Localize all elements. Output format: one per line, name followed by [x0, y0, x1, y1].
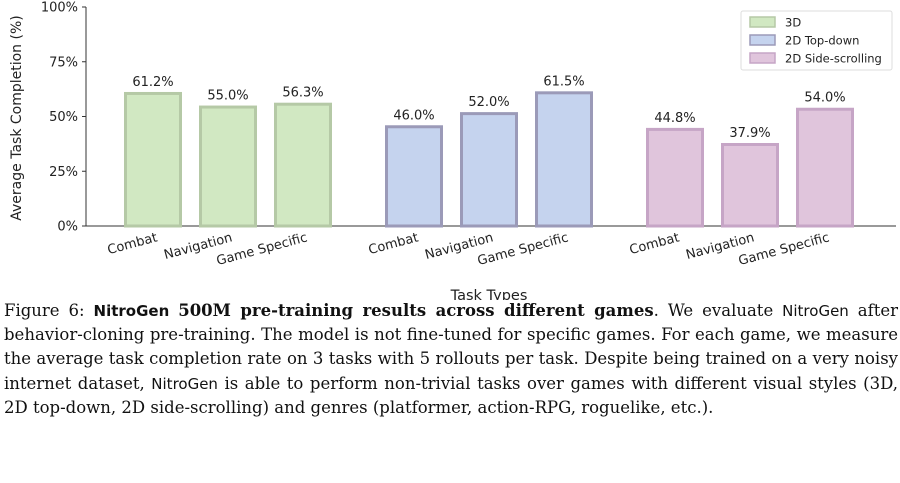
- bar-value-label: 54.0%: [804, 91, 845, 106]
- bar-value-label: 52.0%: [468, 95, 509, 110]
- bar-value-label: 61.2%: [132, 75, 173, 90]
- x-tick-label: Combat: [106, 230, 159, 258]
- legend-swatch: [749, 16, 776, 28]
- figure-caption: Figure 6: NitroGen 500M pre-training res…: [4, 299, 898, 420]
- bar: [274, 102, 332, 228]
- bar-chart: 0% 25% 50% 75% 100% Average Task Completion (…: [9, 1, 896, 300]
- y-tick-label: 25%: [49, 165, 78, 180]
- bar: [646, 127, 704, 228]
- chart-legend: 3D 2D Top-down 2D Side-scrolling: [740, 10, 893, 71]
- bar-value-label: 55.0%: [207, 89, 248, 104]
- caption-text-2: after behavior-cloning pre-training. The…: [4, 301, 898, 393]
- legend-swatch: [749, 52, 776, 64]
- bar: [124, 91, 182, 228]
- bar: [460, 112, 518, 228]
- bar-value-label: 61.5%: [543, 74, 584, 89]
- figure-label: Figure 6:: [4, 301, 85, 320]
- y-tick-label: 100%: [41, 1, 78, 16]
- bar: [721, 142, 779, 228]
- caption-title-model: NitroGen: [93, 302, 170, 320]
- bar-value-label: 56.3%: [282, 86, 323, 101]
- bar: [535, 91, 593, 228]
- caption-text-3: is able to perform non-trivial tasks ove…: [4, 373, 898, 417]
- bar: [199, 105, 257, 228]
- caption-model-name-1: NitroGen: [782, 302, 849, 320]
- legend-swatch: [749, 34, 776, 46]
- bar-value-label: 44.8%: [654, 111, 695, 126]
- caption-title: 500M pre-training results across differe…: [178, 301, 654, 320]
- y-tick-label: 0%: [57, 220, 78, 235]
- bar-value-label: 37.9%: [729, 126, 770, 141]
- legend-label: 3D: [785, 16, 801, 30]
- y-axis-title: Average Task Completion (%): [9, 15, 25, 220]
- caption-model-name-2: NitroGen: [151, 374, 218, 393]
- y-tick-label: 75%: [49, 55, 78, 70]
- bar-value-label: 46.0%: [393, 108, 434, 123]
- x-tick-label: Combat: [628, 230, 681, 258]
- legend-label: 2D Top-down: [785, 34, 859, 48]
- caption-text-1: . We evaluate: [653, 301, 783, 320]
- legend-label: 2D Side-scrolling: [785, 52, 882, 66]
- bar: [385, 125, 443, 228]
- y-tick-label: 50%: [49, 110, 78, 125]
- x-axis-title: Task Types: [450, 288, 528, 300]
- x-tick-label: Combat: [367, 230, 420, 258]
- legend-box: [740, 10, 893, 71]
- bar: [796, 107, 854, 228]
